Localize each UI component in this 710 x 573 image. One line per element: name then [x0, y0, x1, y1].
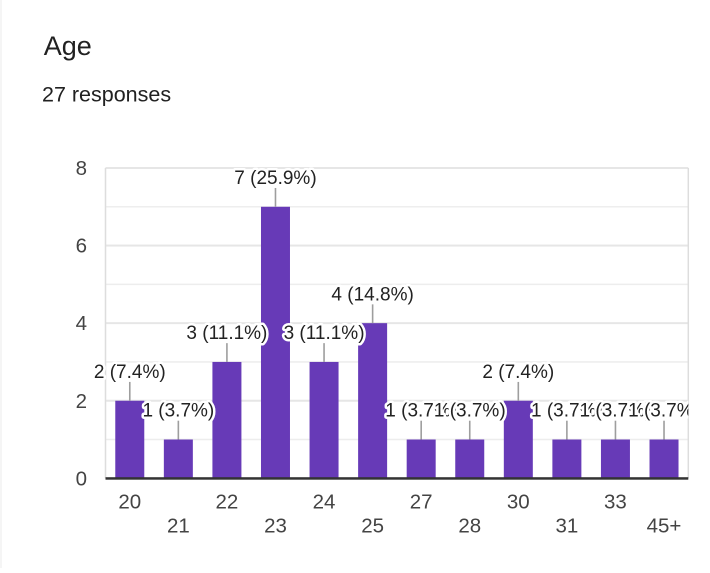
svg-text:4 (14.8%): 4 (14.8%): [331, 284, 413, 305]
svg-text:0: 0: [76, 467, 87, 490]
svg-text:22: 22: [216, 491, 239, 514]
svg-text:33: 33: [604, 491, 627, 514]
svg-text:1 (3.7%): 1 (3.7%): [434, 401, 506, 422]
svg-text:23: 23: [264, 515, 287, 538]
svg-text:27: 27: [410, 491, 433, 514]
svg-text:3 (11.1%): 3 (11.1%): [186, 323, 267, 344]
svg-text:1 (3.7%): 1 (3.7%): [142, 401, 214, 422]
svg-text:20: 20: [118, 491, 141, 514]
svg-text:30: 30: [507, 491, 530, 514]
svg-text:2: 2: [76, 390, 87, 413]
svg-text:4: 4: [76, 312, 87, 335]
svg-text:1 (3.7%): 1 (3.7%): [531, 401, 603, 422]
svg-text:21: 21: [167, 515, 190, 538]
svg-text:Age: Age: [44, 31, 92, 61]
svg-text:2 (7.4%): 2 (7.4%): [482, 362, 554, 383]
svg-text:1 (3.7%): 1 (3.7%): [385, 401, 457, 422]
svg-text:28: 28: [458, 515, 481, 538]
svg-text:1 (3.7%): 1 (3.7%): [628, 401, 700, 422]
svg-text:24: 24: [313, 491, 336, 514]
svg-text:45+: 45+: [647, 515, 682, 538]
svg-text:6: 6: [76, 235, 87, 258]
svg-text:7 (25.9%): 7 (25.9%): [234, 168, 316, 189]
svg-text:8: 8: [76, 157, 87, 180]
svg-text:25: 25: [361, 515, 384, 538]
svg-text:27 responses: 27 responses: [42, 82, 171, 106]
svg-text:1 (3.7%): 1 (3.7%): [580, 401, 652, 422]
svg-text:2 (7.4%): 2 (7.4%): [94, 362, 166, 383]
svg-text:31: 31: [555, 515, 578, 538]
svg-text:3 (11.1%): 3 (11.1%): [284, 323, 365, 344]
